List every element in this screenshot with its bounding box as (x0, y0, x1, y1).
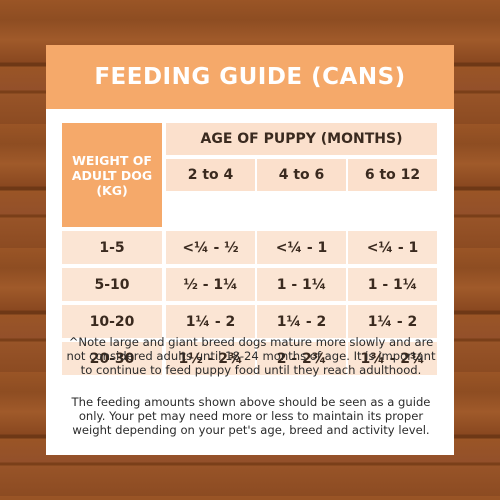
table-cell: <¼ - 1 (348, 231, 437, 264)
age-column-2-4: 2 to 4 (166, 159, 255, 191)
page-title: FEEDING GUIDE (CANS) (94, 64, 406, 90)
table-row-weight: 5-10 (62, 268, 162, 301)
table-cell: 1 - 1¼ (348, 268, 437, 301)
age-column-6-12: 6 to 12 (348, 159, 437, 191)
age-column-4-6: 4 to 6 (257, 159, 346, 191)
table-cell: 2 - 2¾ (257, 342, 346, 375)
table-cell: 1½ - 2¾ (166, 342, 255, 375)
age-column-header: AGE OF PUPPY (MONTHS) (166, 123, 437, 155)
table-cell: <¼ - ½ (166, 231, 255, 264)
table-cell: 1¾ - 2¾ (348, 342, 437, 375)
table-row-weight: 1-5 (62, 231, 162, 264)
table-cell: ½ - 1¼ (166, 268, 255, 301)
guide-note: The feeding amounts shown above should b… (71, 395, 431, 437)
table-cell: 1¼ - 2 (166, 305, 255, 338)
table-cell: <¼ - 1 (257, 231, 346, 264)
table-cell: 1¼ - 2 (257, 305, 346, 338)
maturity-note: ^Note large and giant breed dogs mature … (66, 335, 436, 377)
title-bar: FEEDING GUIDE (CANS) (46, 45, 454, 109)
table-row-weight: 20-30 (62, 342, 162, 375)
table-cell: 1¼ - 2 (348, 305, 437, 338)
table-row-weight: 10-20 (62, 305, 162, 338)
weight-column-header: WEIGHT OF ADULT DOG (KG) (62, 123, 162, 227)
table-cell: 1 - 1¼ (257, 268, 346, 301)
feeding-guide-card: FEEDING GUIDE (CANS) WEIGHT OF ADULT DOG… (46, 45, 454, 455)
